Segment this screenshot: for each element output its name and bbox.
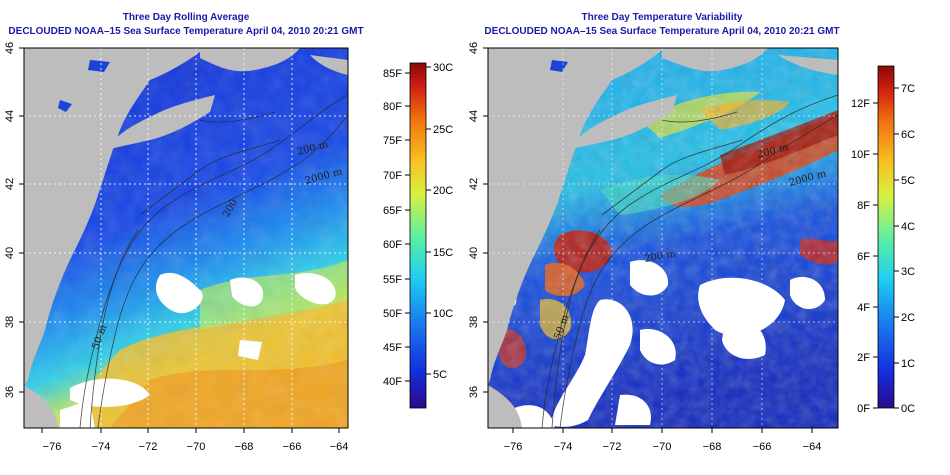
right-x-tick-label: −74 [554,441,573,453]
left-colorbar-c-label: 15C [433,247,453,259]
right-x-tick-label: −66 [753,441,772,453]
left-colorbar-f-label: 55F [383,274,402,286]
left-colorbar-f-label: 85F [383,68,402,80]
right-y-tick-label: 40 [468,247,480,259]
right-y-tick-label: 38 [468,316,480,328]
left-y-tick-label: 40 [4,247,16,259]
right-colorbar-ramp [877,65,895,409]
right-colorbar-c-label: 0C [901,403,915,415]
right-colorbar-c-label: 5C [901,175,915,187]
right-panel: Three Day Temperature Variability DECLOU… [468,12,915,453]
left-map [24,48,348,428]
right-x-tick-label: −70 [653,441,672,453]
right-map [488,48,838,428]
left-x-tick-label: −68 [235,441,254,453]
left-colorbar-f-label: 40F [383,376,402,388]
right-colorbar-c-label: 4C [901,221,915,233]
right-colorbar-c-label: 7C [901,83,915,95]
left-colorbar-ramp [409,62,427,409]
left-x-tick-label: −72 [139,441,158,453]
right-colorbar-f-label: 6F [857,251,870,263]
left-panel: Three Day Rolling Average DECLOUDED NOAA… [4,12,453,453]
right-map-frame [487,47,839,429]
left-colorbar-f-label: 70F [383,170,402,182]
left-x-tick-label: −70 [187,441,206,453]
right-x-tick-label: −76 [504,441,523,453]
right-colorbar-c-label: 6C [901,129,915,141]
left-map-frame [23,47,349,429]
right-colorbar-f-label: 0F [857,403,870,415]
right-y-tick-label: 36 [468,386,480,398]
right-colorbar-c-label: 2C [901,312,915,324]
right-y-tick-label: 44 [468,110,480,122]
left-x-tick-label: −74 [92,441,111,453]
right-title: Three Day Temperature Variability [582,12,743,23]
left-colorbar-c-label: 25C [433,124,453,136]
right-colorbar-c-label: 3C [901,266,915,278]
right-x-ticks: −76 −74 −72 −70 −68 −66 −64 [504,428,822,453]
left-colorbar-c-label: 30C [433,62,453,74]
right-y-tick-label: 46 [468,42,480,54]
left-colorbar-f-label: 75F [383,135,402,147]
left-title: Three Day Rolling Average [123,12,250,23]
right-land [488,48,665,385]
left-x-tick-label: −64 [330,441,349,453]
left-x-ticks: −76 −74 −72 −70 −68 −66 −64 [41,428,349,453]
right-colorbar-f-label: 12F [851,98,870,110]
right-x-tick-label: −68 [703,441,722,453]
left-x-tick-label: −76 [43,441,62,453]
right-colorbar-f-label: 2F [857,352,870,364]
left-colorbar-f-label: 50F [383,308,402,320]
left-colorbar-f-label: 60F [383,239,402,251]
left-y-tick-label: 42 [4,178,16,190]
left-colorbar-f-label: 65F [383,205,402,217]
right-colorbar-f-label: 4F [857,302,870,314]
right-y-ticks: 46 44 42 40 38 36 [468,42,488,398]
left-colorbar-c-label: 5C [433,369,447,381]
left-y-tick-label: 36 [4,386,16,398]
left-colorbar: 85F 80F 75F 70F 65F 60F 55F 50F 45F 40F … [383,62,453,409]
left-subtitle: DECLOUDED NOAA–15 Sea Surface Temperatur… [8,26,363,37]
left-colorbar-f-label: 45F [383,342,402,354]
left-y-tick-label: 44 [4,110,16,122]
left-colorbar-c-label: 20C [433,185,453,197]
left-land [24,48,205,385]
left-colorbar-c-label: 10C [433,308,453,320]
left-y-tick-label: 46 [4,42,16,54]
right-colorbar: 12F 10F 8F 6F 4F 2F 0F 7C 6C 5C 4C 3C 2C… [851,65,915,415]
right-y-tick-label: 42 [468,178,480,190]
left-y-tick-label: 38 [4,316,16,328]
right-colorbar-f-label: 10F [851,149,870,161]
right-colorbar-c-label: 1C [901,358,915,370]
left-colorbar-f-label: 80F [383,101,402,113]
right-colorbar-f-label: 8F [857,200,870,212]
left-x-tick-label: −66 [283,441,302,453]
left-y-ticks: 46 44 42 40 38 36 [4,42,24,398]
right-x-tick-label: −64 [803,441,822,453]
right-subtitle: DECLOUDED NOAA–15 Sea Surface Temperatur… [484,26,839,37]
right-x-tick-label: −72 [603,441,622,453]
